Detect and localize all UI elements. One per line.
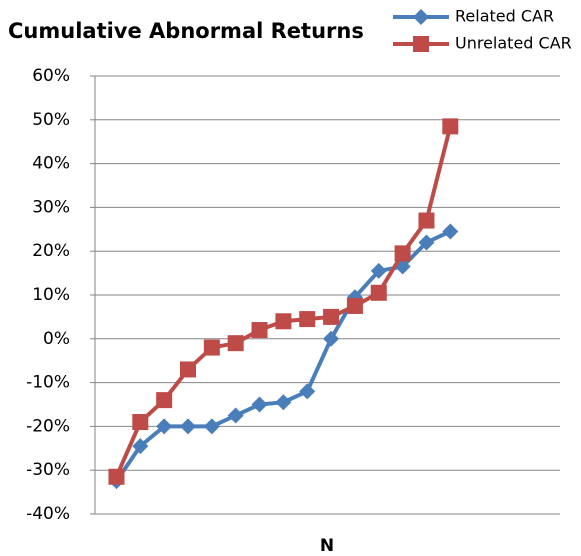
data-point bbox=[346, 297, 363, 314]
data-point bbox=[275, 313, 292, 330]
data-point bbox=[108, 468, 125, 485]
data-point bbox=[180, 418, 196, 435]
y-tick-label: 50% bbox=[32, 110, 70, 130]
y-tick-label: 10% bbox=[32, 285, 70, 305]
data-point bbox=[251, 396, 268, 413]
y-tick-label: 20% bbox=[32, 241, 70, 261]
legend-label: Unrelated CAR bbox=[455, 34, 572, 53]
data-point bbox=[394, 245, 411, 262]
y-tick-label: 40% bbox=[32, 154, 70, 174]
y-tick-label: -40% bbox=[26, 504, 70, 524]
data-point bbox=[132, 414, 149, 431]
y-tick-label: -30% bbox=[26, 460, 70, 480]
data-point bbox=[227, 407, 244, 424]
data-point bbox=[370, 284, 387, 301]
data-point bbox=[251, 322, 268, 339]
data-point bbox=[323, 308, 340, 325]
data-point bbox=[275, 394, 292, 411]
legend-marker bbox=[413, 36, 429, 52]
data-point bbox=[156, 418, 173, 435]
data-point bbox=[299, 383, 316, 400]
data-point bbox=[299, 311, 316, 328]
legend-marker bbox=[413, 9, 429, 25]
data-point bbox=[323, 330, 340, 347]
data-point bbox=[442, 223, 459, 240]
chart-title: Cumulative Abnormal Returns bbox=[8, 19, 364, 43]
data-point bbox=[203, 418, 220, 435]
legend-label: Related CAR bbox=[455, 7, 554, 26]
data-point bbox=[370, 262, 387, 279]
data-point bbox=[203, 339, 220, 356]
y-tick-label: -10% bbox=[26, 373, 70, 393]
data-point bbox=[442, 118, 459, 135]
y-tick-label: 30% bbox=[32, 197, 70, 217]
data-point bbox=[227, 335, 244, 352]
x-axis-label: N bbox=[320, 536, 334, 556]
data-point bbox=[132, 438, 149, 455]
data-point bbox=[156, 392, 173, 409]
data-point bbox=[418, 212, 435, 229]
data-point bbox=[418, 234, 435, 251]
data-point bbox=[180, 361, 196, 378]
y-tick-label: 60% bbox=[32, 66, 70, 86]
y-tick-label: 0% bbox=[43, 329, 70, 349]
y-tick-label: -20% bbox=[26, 416, 70, 436]
